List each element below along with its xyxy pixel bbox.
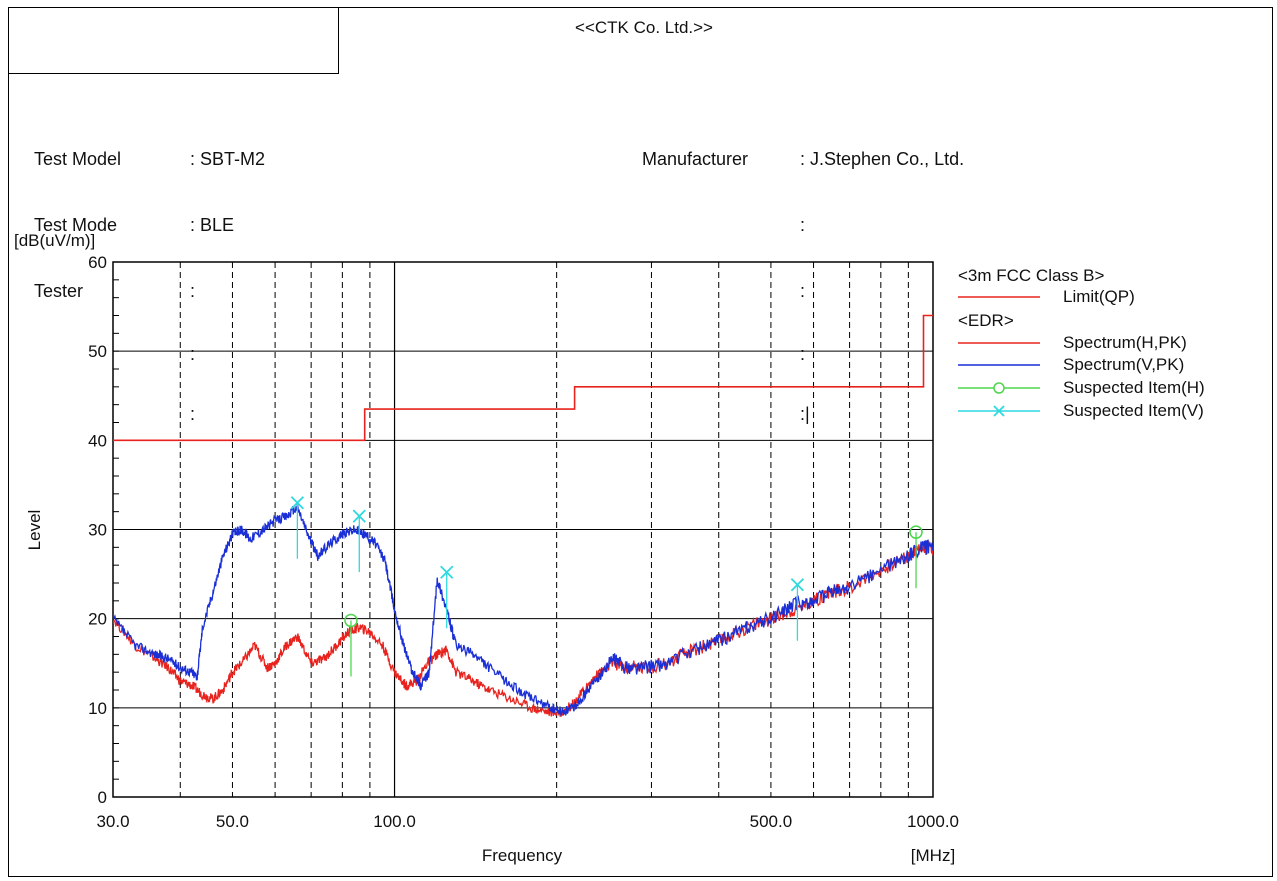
series-line-spectrum-v-pk- [113,503,933,716]
legend-heading: <3m FCC Class B> [958,266,1104,285]
x-axis-label: Frequency [482,846,563,865]
value-right-3: : [800,344,806,364]
info-left-values: : SBT-M2 : BLE : : : [190,104,265,444]
logo-box [9,8,339,74]
legend-label: Suspected Item(V) [1063,401,1204,420]
y-tick-label: 40 [88,431,107,450]
x-tick-label: 500.0 [750,812,793,831]
legend-x-marker [993,405,1005,417]
suspected-item-v-marker [790,578,805,592]
y-tick-label: 20 [88,610,107,629]
suspected-item-h-marker [344,613,358,628]
suspected-item-v-marker [440,565,454,579]
value-manufacturer: : J.Stephen Co., Ltd. [800,149,965,169]
series-line-limit-qp- [113,314,933,442]
y-unit-label: [dB(uV/m)] [14,231,95,250]
y-tick-label: 30 [88,521,107,540]
y-tick-label: 10 [88,699,107,718]
label-test-model: Test Model [34,149,122,169]
value-right-2: : [800,281,806,301]
suspected-item-v-marker [290,496,305,510]
y-tick-label: 60 [88,253,107,272]
suspected-item-v-marker [352,509,366,523]
legend-label: Spectrum(H,PK) [1063,333,1187,352]
legend-label: Suspected Item(H) [1063,378,1205,397]
info-right-label: Manufacturer [642,104,748,192]
legend-circle-marker [993,382,1005,394]
x-tick-label: 30.0 [96,812,129,831]
y-tick-label: 0 [98,788,107,807]
legend-heading: <EDR> [958,311,1014,330]
value-test-mode: : BLE [190,215,235,235]
x-unit-label: [MHz] [911,846,955,865]
legend-label: Spectrum(V,PK) [1063,355,1184,374]
legend-label: Limit(QP) [1063,287,1135,306]
x-tick-label: 1000.0 [907,812,959,831]
y-tick-label: 50 [88,342,107,361]
suspected-item-h-marker [909,525,923,539]
x-tick-label: 50.0 [216,812,249,831]
info-left-labels: Test Model Test Mode Tester [34,104,121,324]
y-axis-label: Level [25,510,44,551]
label-test-mode: Test Mode [34,215,118,235]
report-frame: <<CTK Co. Ltd.>> [8,7,1273,877]
label-tester: Tester [34,281,84,301]
label-manufacturer: Manufacturer [642,149,749,169]
value-tester: : [190,281,196,301]
value-extra-2: : [190,404,196,424]
value-test-model: : SBT-M2 [190,149,266,169]
company-title: <<CTK Co. Ltd.>> [575,18,713,37]
x-tick-label: 100.0 [373,812,416,831]
series-line-spectrum-h-pk- [113,540,933,718]
value-extra-1: : [190,344,196,364]
info-right-values: : J.Stephen Co., Ltd. : : : :| [800,104,964,444]
value-right-1: : [800,215,806,235]
value-right-4: :| [800,404,810,424]
